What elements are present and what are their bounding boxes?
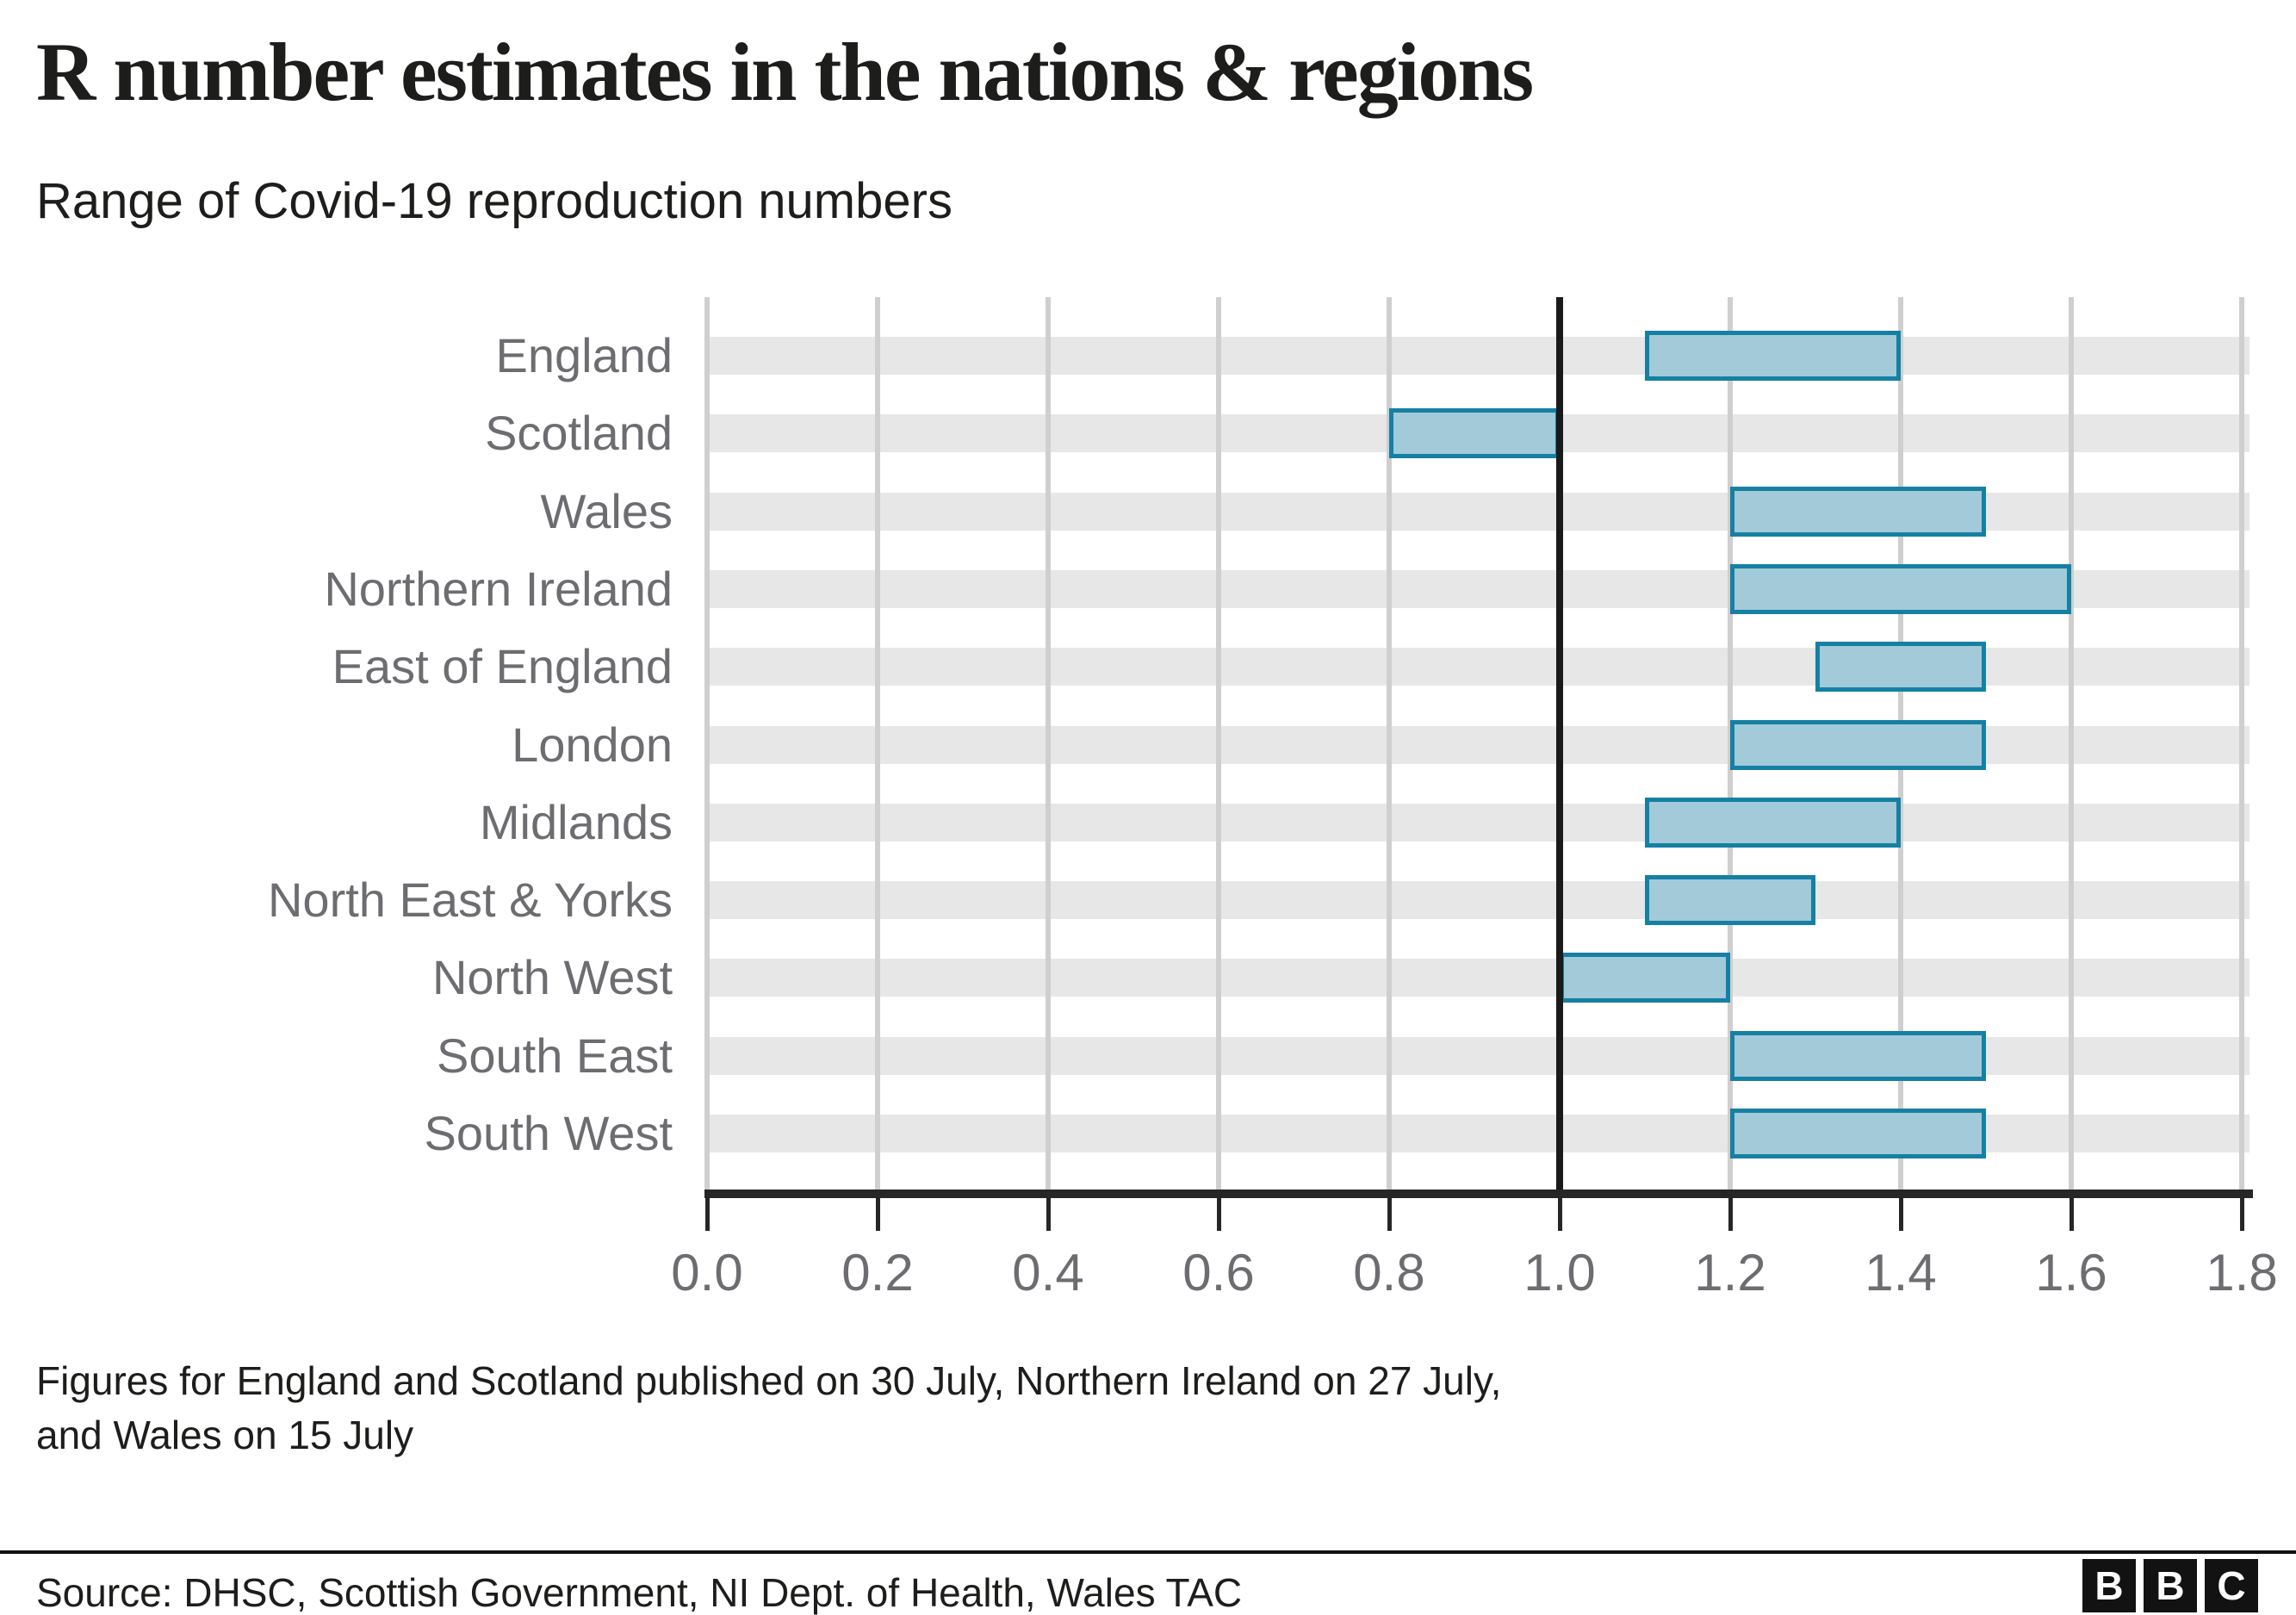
- range-bar: [1560, 953, 1730, 1003]
- source-credit: Source: DHSC, Scottish Government, NI De…: [36, 1570, 1243, 1615]
- axis-tick: [875, 1198, 880, 1231]
- row-stripe: [707, 492, 2249, 531]
- category-label: England: [495, 328, 673, 382]
- range-bar: [1815, 642, 1986, 693]
- footer-divider: [0, 1550, 2296, 1554]
- gridline: [875, 297, 880, 1190]
- tick-label: 1.6: [2035, 1244, 2107, 1301]
- range-bar: [1730, 1109, 1986, 1158]
- range-bar: [1645, 875, 1815, 926]
- row-stripe: [707, 725, 2249, 764]
- gridline: [1046, 297, 1051, 1190]
- tick-label: 0.2: [841, 1244, 914, 1301]
- category-label: Wales: [540, 483, 673, 538]
- tick-label: 0.4: [1012, 1244, 1084, 1301]
- tick-label: 1.0: [1523, 1244, 1596, 1301]
- axis-tick: [1216, 1198, 1221, 1231]
- range-bar: [1645, 797, 1901, 848]
- tick-label: 0.6: [1182, 1244, 1255, 1301]
- range-bar: [1730, 486, 1986, 537]
- category-label: Scotland: [485, 406, 673, 461]
- row-stripe: [707, 337, 2249, 375]
- row-stripe: [707, 803, 2249, 842]
- axis-tick: [1387, 1198, 1392, 1231]
- gridline: [1387, 297, 1392, 1190]
- range-bar: [1730, 563, 2071, 614]
- row-stripe: [707, 648, 2249, 686]
- axis-tick: [1898, 1198, 1903, 1231]
- footnote-line-1: Figures for England and Scotland publish…: [36, 1358, 1502, 1403]
- axis-tick: [1728, 1198, 1733, 1231]
- axis-tick: [2069, 1198, 2074, 1231]
- bbc-logo-block-2: B: [2144, 1559, 2197, 1612]
- gridline: [704, 297, 710, 1190]
- category-label: South West: [424, 1106, 673, 1160]
- row-stripe: [707, 1036, 2249, 1075]
- chart-title: R number estimates in the nations & regi…: [36, 26, 1534, 118]
- axis-tick: [704, 1198, 710, 1231]
- category-label: North West: [431, 950, 673, 1005]
- tick-label: 1.8: [2206, 1244, 2278, 1301]
- bbc-logo: B B C: [2082, 1559, 2258, 1612]
- row-stripe: [707, 1115, 2249, 1152]
- category-label: Midlands: [479, 794, 673, 849]
- bbc-logo-block-1: B: [2082, 1559, 2136, 1612]
- category-label: South East: [437, 1028, 673, 1083]
- row-stripe: [707, 881, 2249, 920]
- category-label: Northern Ireland: [324, 561, 673, 616]
- range-bar: [1730, 719, 1986, 770]
- range-bar: [1730, 1030, 1986, 1081]
- category-label: North East & Yorks: [267, 873, 673, 928]
- row-stripe: [707, 959, 2249, 997]
- bbc-logo-block-3: C: [2205, 1559, 2258, 1612]
- chart-subtitle: Range of Covid-19 reproduction numbers: [36, 173, 953, 229]
- tick-label: 0.8: [1353, 1244, 1425, 1301]
- tick-label: 0.0: [671, 1244, 743, 1301]
- x-axis-line: [704, 1190, 2253, 1198]
- reference-line: [1556, 297, 1563, 1198]
- axis-tick: [2239, 1198, 2244, 1231]
- range-bar: [1645, 331, 1901, 381]
- range-bar: [1389, 408, 1560, 459]
- axis-tick: [1046, 1198, 1051, 1231]
- gridline: [2239, 297, 2244, 1190]
- axis-tick: [1557, 1198, 1562, 1231]
- footnote-line-2: and Wales on 15 July: [36, 1413, 414, 1458]
- gridline: [1216, 297, 1221, 1190]
- tick-label: 1.2: [1694, 1244, 1766, 1301]
- category-label: London: [512, 717, 673, 772]
- tick-label: 1.4: [1865, 1244, 1937, 1301]
- category-label: East of England: [332, 639, 673, 694]
- gridline: [2069, 297, 2074, 1190]
- footnote: Figures for England and Scotland publish…: [36, 1354, 1501, 1463]
